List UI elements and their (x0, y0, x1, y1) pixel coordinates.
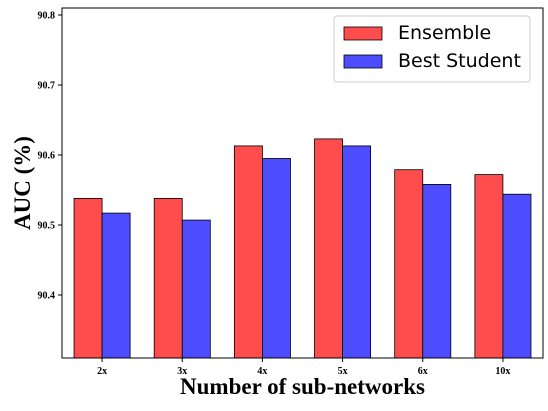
bar-best-student-10x (502, 193, 532, 359)
y-tick-label: 90.4 (38, 291, 56, 302)
bar-ensemble-3x (153, 197, 183, 359)
y-tick-label: 90.7 (38, 81, 56, 92)
bar-best-student-4x (262, 158, 291, 359)
bar-ensemble-2x (73, 197, 103, 359)
bar-ensemble-6x (394, 169, 424, 359)
y-tick-label: 90.5 (38, 221, 56, 232)
y-axis-label: AUC (%) (10, 136, 35, 230)
bars-group (73, 138, 532, 359)
bar-best-student-2x (101, 212, 131, 359)
bar-ensemble-10x (474, 174, 504, 359)
y-tick-label: 90.6 (38, 151, 56, 162)
legend-swatch-ensemble (343, 26, 383, 41)
x-tick-label: 6x (418, 366, 428, 377)
legend-label-ensemble: Ensemble (398, 22, 491, 44)
x-tick-label: 4x (257, 366, 267, 377)
plot-frame (61, 7, 544, 359)
bar-ensemble-4x (233, 145, 263, 359)
x-tick-label: 3x (177, 366, 187, 377)
legend-box (333, 15, 531, 83)
bar-best-student-5x (342, 145, 372, 359)
legend-swatch-best-student (343, 54, 383, 69)
x-axis-label: Number of sub-networks (180, 374, 425, 399)
legend-label-best-student: Best Student (398, 50, 521, 72)
x-axis: 2x 3x 4x 5x 6x 10x (97, 358, 510, 377)
x-tick-label: 10x (495, 366, 510, 377)
bar-ensemble-5x (314, 138, 343, 359)
x-tick-label: 5x (338, 366, 348, 377)
legend: Ensemble Best Student (333, 15, 531, 83)
x-tick-label: 2x (97, 366, 107, 377)
bar-best-student-3x (181, 219, 211, 359)
y-axis: 90.4 90.5 90.6 90.7 90.8 (38, 11, 62, 302)
y-tick-label: 90.8 (38, 11, 56, 22)
bar-best-student-6x (422, 183, 452, 359)
